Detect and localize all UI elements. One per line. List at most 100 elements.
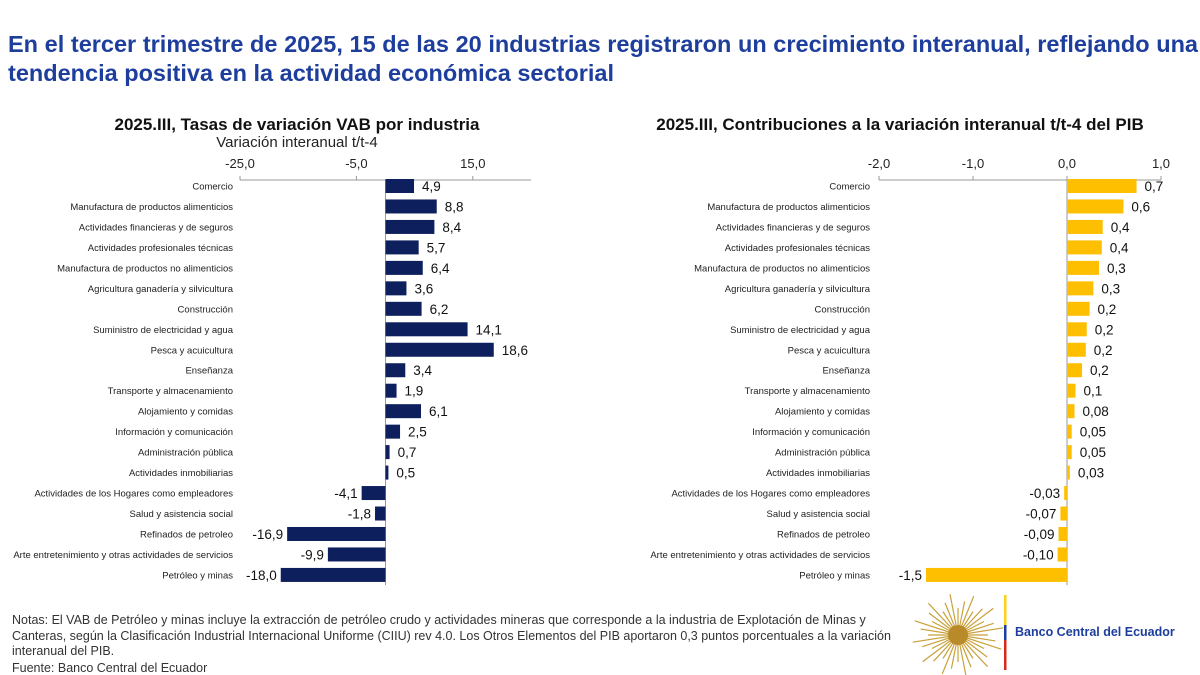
category-label: Administración pública (138, 448, 234, 459)
bar (327, 547, 386, 562)
value-label: -0,10 (1023, 547, 1054, 562)
bar (385, 342, 494, 357)
bar (1067, 281, 1094, 296)
bar (926, 567, 1067, 582)
bar (375, 506, 386, 521)
bar (280, 567, 386, 582)
seal-icon (948, 625, 968, 645)
bar (1064, 486, 1067, 501)
category-label: Manufactura de productos no alimenticios (694, 263, 870, 274)
category-label: Información y comunicación (752, 427, 870, 438)
bar (1067, 404, 1075, 419)
category-label: Información y comunicación (115, 427, 233, 438)
category-label: Agricultura ganadería y silvicultura (88, 284, 234, 295)
bar (385, 465, 389, 480)
notes: Notas: El VAB de Petróleo y minas incluy… (12, 613, 891, 658)
category-label: Salud y asistencia social (130, 509, 234, 520)
bar (1067, 342, 1086, 357)
category-label: Actividades profesionales técnicas (725, 243, 870, 254)
value-label: 3,4 (413, 363, 432, 378)
bar (1058, 526, 1067, 541)
value-label: 0,08 (1083, 404, 1109, 419)
headline: En el tercer trimestre de 2025, 15 de la… (8, 31, 1198, 86)
category-label: Manufactura de productos no alimenticios (57, 263, 233, 274)
category-label: Construcción (178, 304, 233, 315)
source: Fuente: Banco Central del Ecuador (12, 661, 208, 675)
value-label: 0,4 (1110, 240, 1129, 255)
value-label: 0,5 (396, 466, 415, 481)
bar (1067, 363, 1083, 378)
value-label: 0,03 (1078, 466, 1104, 481)
x-tick-label: -1,0 (962, 156, 984, 171)
value-label: 2,5 (408, 425, 427, 440)
category-label: Petróleo y minas (162, 570, 233, 581)
value-label: 3,6 (414, 281, 433, 296)
category-label: Pesca y acuicultura (788, 345, 871, 356)
category-label: Pesca y acuicultura (151, 345, 234, 356)
value-label: 6,2 (430, 302, 449, 317)
value-label: 0,2 (1090, 363, 1109, 378)
bar (385, 445, 390, 460)
category-label: Actividades profesionales técnicas (88, 243, 233, 254)
bar (385, 363, 406, 378)
bar (287, 526, 386, 541)
chart-subtitle: Variación interanual t/t-4 (216, 134, 377, 151)
value-label: 1,9 (405, 384, 424, 399)
category-label: Agricultura ganadería y silvicultura (725, 284, 871, 295)
category-label: Refinados de petroleo (140, 529, 233, 540)
bar (385, 322, 468, 337)
category-label: Actividades inmobiliarias (766, 468, 870, 479)
value-label: 0,2 (1094, 343, 1113, 358)
bar (385, 179, 415, 193)
value-label: 6,1 (429, 404, 448, 419)
x-tick-label: 0,0 (1058, 156, 1076, 171)
flag-stripe (1004, 625, 1007, 640)
category-label: Administración pública (775, 448, 871, 459)
bar (385, 383, 397, 398)
bar (385, 281, 407, 296)
category-label: Petróleo y minas (799, 570, 870, 581)
chart-title: 2025.III, Tasas de variación VAB por ind… (114, 115, 480, 134)
value-label: 6,4 (431, 261, 450, 276)
category-label: Construcción (815, 304, 870, 315)
bar (1067, 322, 1087, 337)
value-label: 0,4 (1111, 220, 1130, 235)
bar (1057, 547, 1067, 562)
bar (1067, 465, 1070, 480)
value-label: 0,7 (398, 445, 417, 460)
bar (1067, 199, 1124, 214)
bar (1067, 240, 1102, 255)
value-label: 0,05 (1080, 425, 1106, 440)
bar (385, 240, 419, 255)
category-label: Suministro de electricidad y agua (93, 325, 234, 336)
bar (385, 199, 437, 214)
value-label: 8,4 (442, 220, 461, 235)
bar (361, 486, 386, 501)
value-label: -18,0 (246, 568, 277, 583)
category-label: Enseñanza (185, 366, 233, 377)
flag-stripe (1004, 595, 1007, 625)
category-label: Actividades de los Hogares como empleado… (34, 489, 233, 500)
bar (1067, 179, 1137, 193)
value-label: -16,9 (252, 527, 283, 542)
value-label: 18,6 (502, 343, 528, 358)
bank-name: Banco Central del Ecuador (1015, 625, 1175, 639)
bar (1067, 383, 1076, 398)
value-label: 0,2 (1098, 302, 1117, 317)
category-label: Suministro de electricidad y agua (730, 325, 871, 336)
value-label: 14,1 (476, 322, 502, 337)
value-label: 0,3 (1107, 261, 1126, 276)
value-label: -4,1 (334, 486, 357, 501)
bar (1067, 260, 1099, 275)
value-label: 0,1 (1083, 384, 1102, 399)
value-label: 0,2 (1095, 322, 1114, 337)
bar (1067, 445, 1072, 460)
value-label: -9,9 (301, 547, 324, 562)
category-label: Manufactura de productos alimenticios (70, 202, 233, 213)
bar (1067, 301, 1090, 316)
value-label: -0,07 (1026, 507, 1057, 522)
category-label: Comercio (192, 182, 233, 193)
bar (385, 404, 422, 419)
bar (1067, 219, 1103, 234)
